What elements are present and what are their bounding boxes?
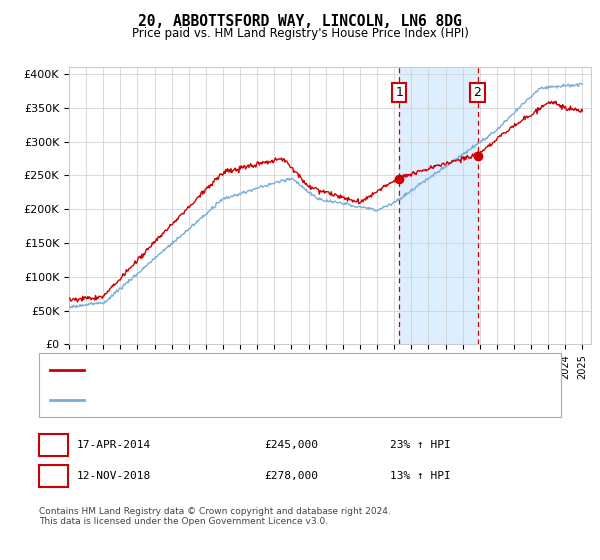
Text: 2: 2 [473, 86, 481, 99]
Text: £245,000: £245,000 [264, 440, 318, 450]
Text: 17-APR-2014: 17-APR-2014 [77, 440, 151, 450]
Text: Contains HM Land Registry data © Crown copyright and database right 2024.
This d: Contains HM Land Registry data © Crown c… [39, 507, 391, 526]
Text: 2: 2 [50, 469, 57, 483]
Text: Price paid vs. HM Land Registry's House Price Index (HPI): Price paid vs. HM Land Registry's House … [131, 27, 469, 40]
Text: 20, ABBOTTSFORD WAY, LINCOLN, LN6 8DG (detached house): 20, ABBOTTSFORD WAY, LINCOLN, LN6 8DG (d… [90, 365, 413, 375]
Text: 1: 1 [50, 438, 57, 452]
Text: 23% ↑ HPI: 23% ↑ HPI [390, 440, 451, 450]
Bar [399, 67, 478, 344]
Text: £278,000: £278,000 [264, 471, 318, 481]
Text: HPI: Average price, detached house, Lincoln: HPI: Average price, detached house, Linc… [90, 395, 320, 405]
Text: 20, ABBOTTSFORD WAY, LINCOLN, LN6 8DG: 20, ABBOTTSFORD WAY, LINCOLN, LN6 8DG [138, 14, 462, 29]
Text: 12-NOV-2018: 12-NOV-2018 [77, 471, 151, 481]
Text: 1: 1 [395, 86, 403, 99]
Text: 13% ↑ HPI: 13% ↑ HPI [390, 471, 451, 481]
